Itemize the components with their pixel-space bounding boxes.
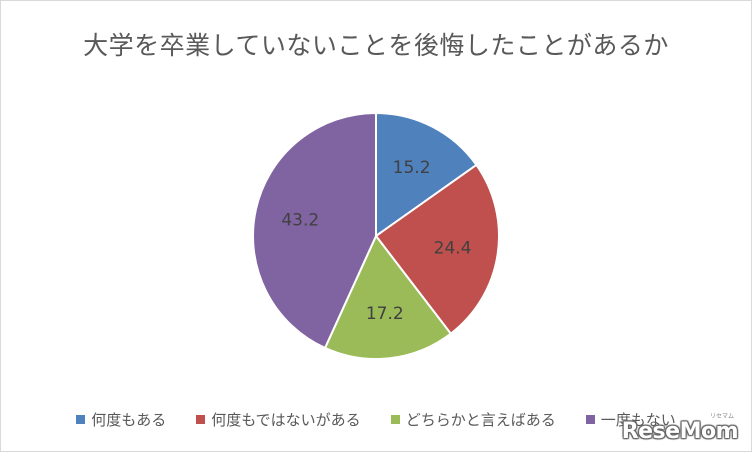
legend-label-3: どちらかと言えばある	[405, 411, 556, 429]
data-label-2: 24.4	[434, 239, 472, 259]
legend-item-2: 何度もではないがある	[196, 409, 361, 430]
legend-swatch-3	[390, 415, 400, 424]
pie-slice-4	[252, 111, 377, 350]
pie-slice-3	[323, 234, 453, 360]
legend-item-1: 何度もある	[76, 409, 166, 430]
legend-item-3: どちらかと言えばある	[390, 409, 556, 430]
pie-slice-2	[374, 163, 500, 336]
chart-title: 大学を卒業していないことを後悔したことがあるか	[83, 31, 669, 60]
legend-item-4: 一度もない	[585, 409, 676, 430]
data-label-3: 17.2	[366, 304, 404, 324]
legend-swatch-4	[585, 415, 595, 424]
watermark-logo: ReseMom	[621, 419, 739, 444]
legend-label-1: 何度もある	[91, 411, 167, 429]
legend-label-2: 何度もではないがある	[211, 411, 361, 429]
legend-swatch-2	[196, 415, 206, 424]
data-label-1: 15.2	[393, 158, 431, 178]
pie-slice-1	[375, 111, 478, 238]
legend-label-4: 一度もない	[600, 411, 676, 429]
legend-swatch-1	[76, 415, 86, 424]
legend: 何度もある 何度もではないがある どちらかと言えばある 一度もない	[0, 409, 752, 430]
data-label-4: 43.2	[281, 211, 319, 231]
watermark-subtext: リセマム	[709, 413, 734, 420]
